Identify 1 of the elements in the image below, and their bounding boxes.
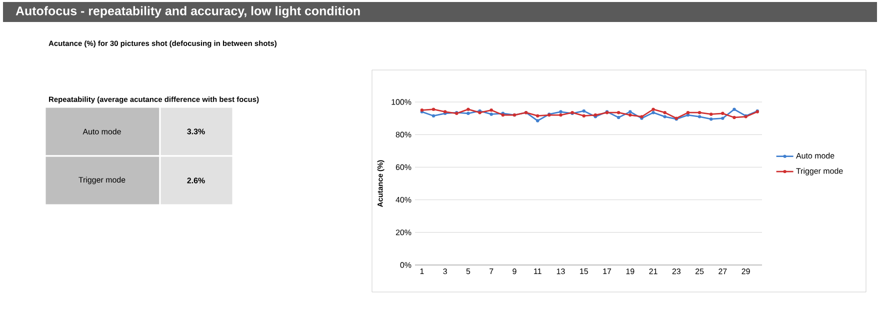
text: Autofocus - repeatability and accuracy, low light condition xyxy=(16,6,360,18)
